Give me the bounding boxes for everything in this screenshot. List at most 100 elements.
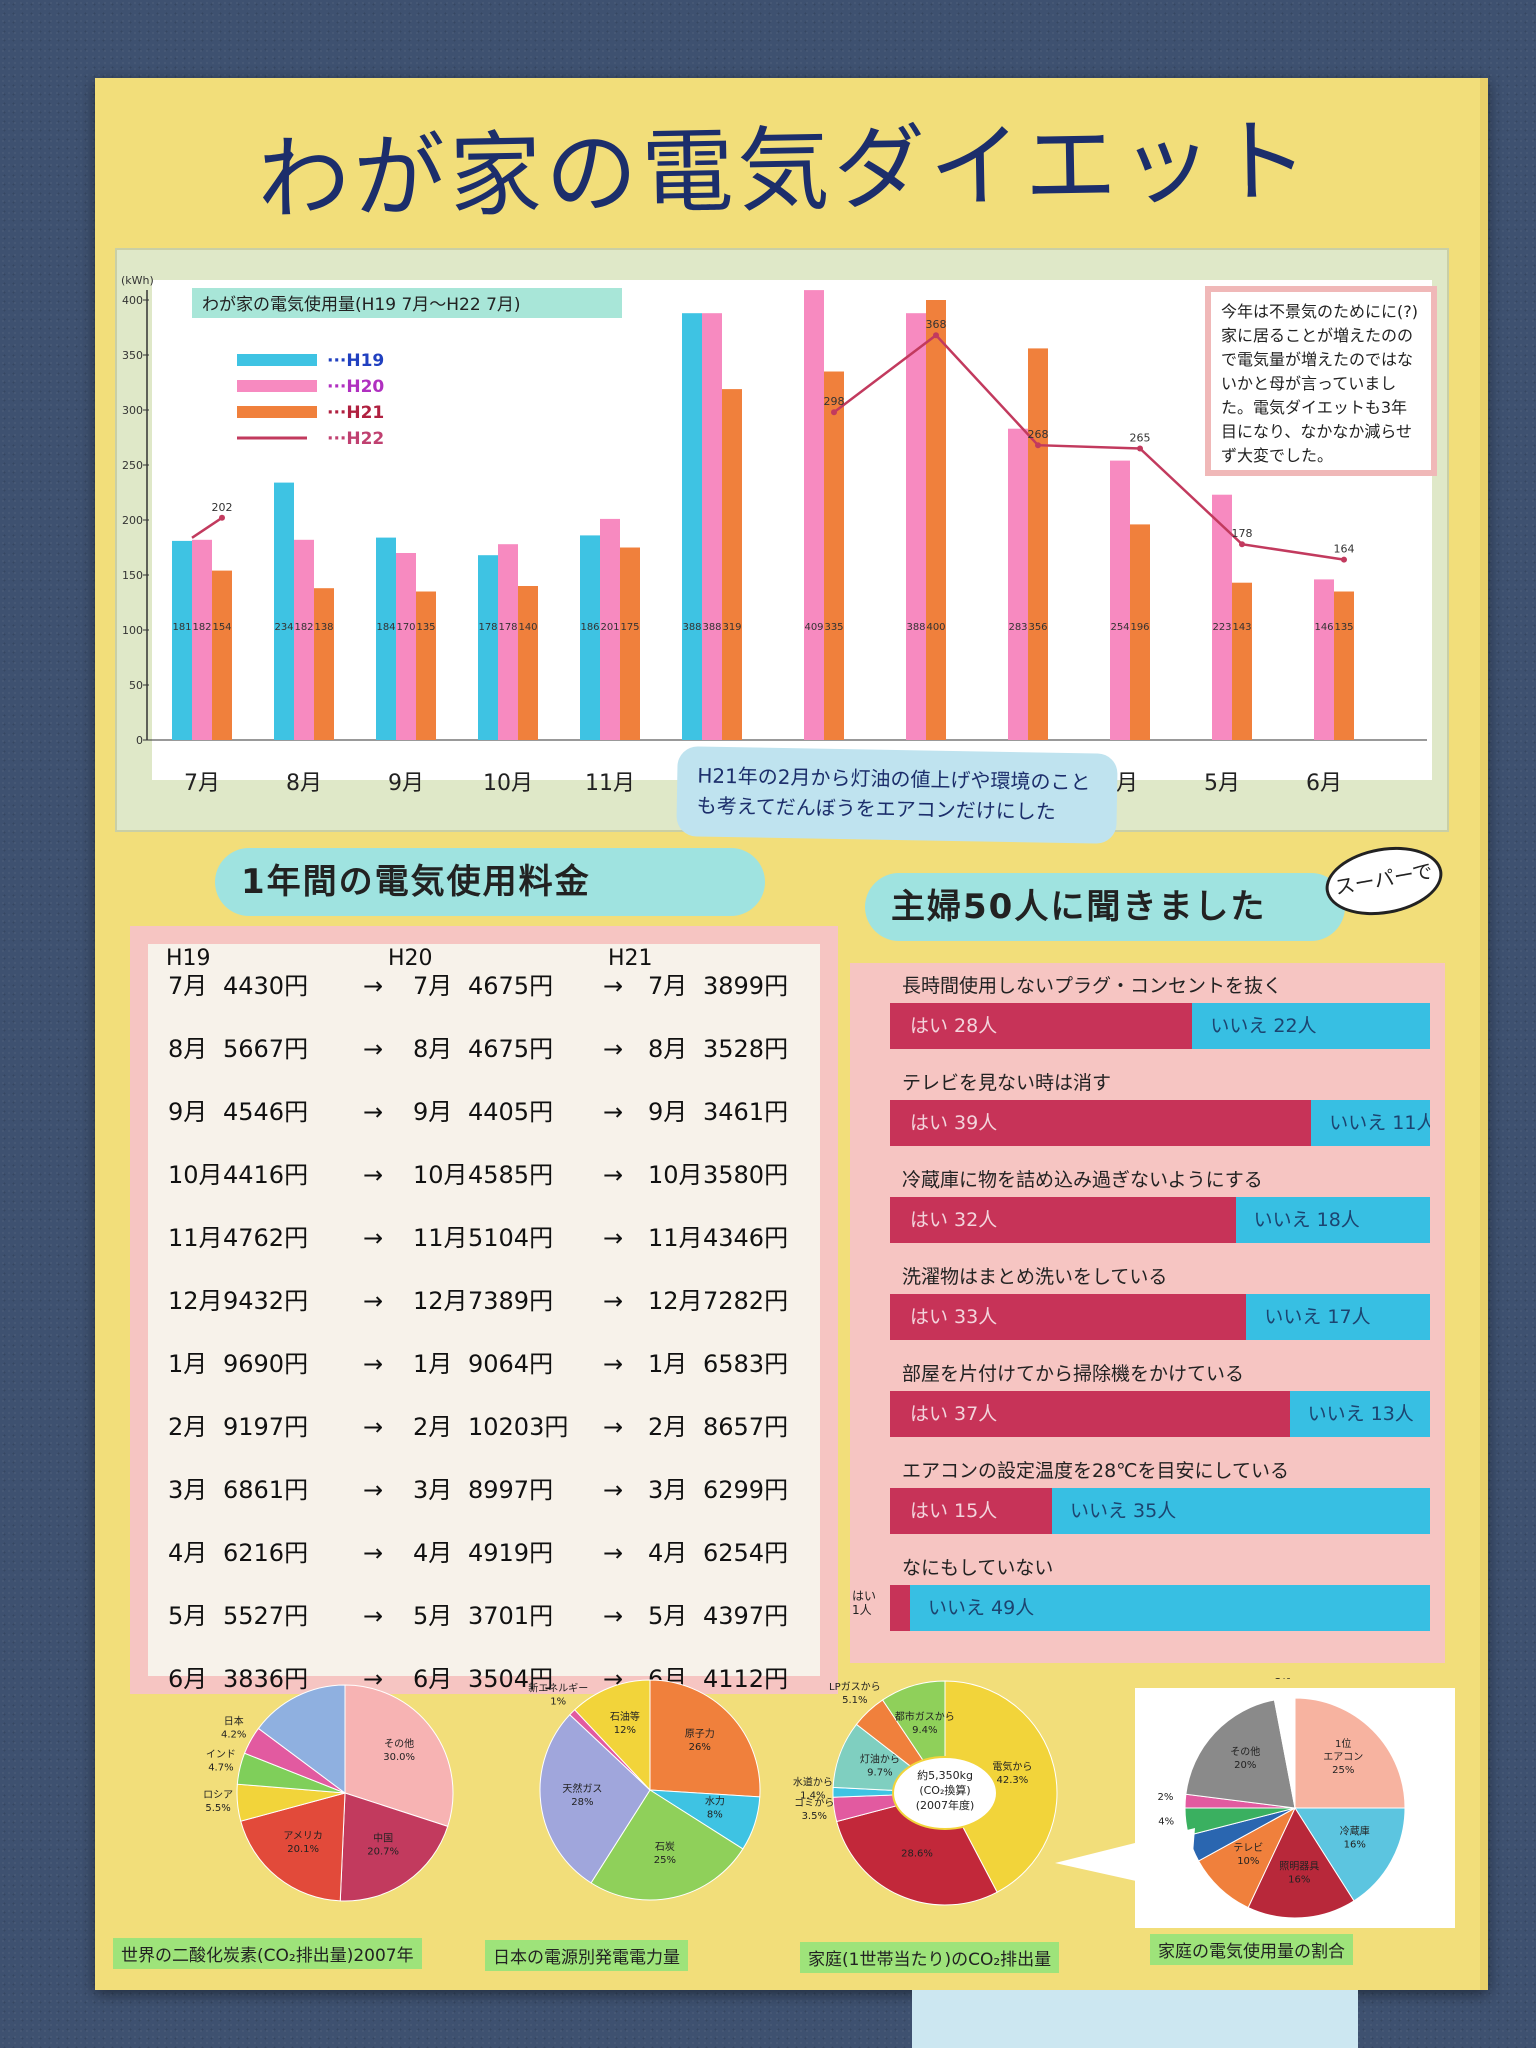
pie-charts: その他 30.0% 中国 20.7% アメリカ 20.1% ロシア 5.5% インド 4.7% 日本…: [203, 1671, 1455, 1928]
pie-slice-label: 4%: [1158, 1816, 1174, 1827]
fees-heading: 1年間の電気使用料金: [215, 848, 765, 916]
pie-slice-label: 中国: [373, 1832, 393, 1845]
fees-arrow: →: [363, 1413, 384, 1441]
survey-bar-yes: はい 28人: [890, 1003, 1193, 1049]
fees-value-h19: 4546円: [223, 1098, 309, 1126]
y-tick-label: 250: [122, 459, 143, 472]
fees-value-h20: 4675円: [468, 972, 554, 1000]
bar-label-H20-10月: 178: [498, 622, 517, 633]
pie-slice-label: 1.4%: [800, 1791, 825, 1802]
y-tick-label: 300: [122, 404, 143, 417]
pie-caption-japan-power: 日本の電源別発電電力量: [485, 1940, 688, 1971]
bar-H20-6月: [1314, 579, 1334, 740]
chart-title-bg: [192, 288, 622, 318]
bar-label-H21-8月: 138: [314, 622, 333, 633]
fees-month-h19: 3月: [168, 1476, 208, 1504]
bar-H19-11月: [580, 535, 600, 740]
fees-arrow: →: [603, 1035, 624, 1063]
bar-label-H20-2月: 388: [906, 622, 925, 633]
pie-slice-label: テレビ: [1233, 1842, 1263, 1854]
fees-arrow: →: [363, 1287, 384, 1315]
pie-slice-label: 10%: [1237, 1856, 1259, 1867]
point-label-H22-1月: 298: [824, 395, 845, 408]
fees-month-h20: 3月: [413, 1476, 453, 1504]
fees-arrow: →: [363, 1035, 384, 1063]
pie-link-wedge: [1055, 1828, 1195, 1893]
pie-slice-label: 2%: [1158, 1792, 1174, 1803]
fees-row: 3月 6861円 → 3月 8997円 → 3月 6299円: [148, 1470, 820, 1510]
poster-title: わが家の電気ダイエット: [256, 107, 1314, 234]
fees-row: 7月 4430円 → 7月 4675円 → 7月 3899円: [148, 966, 820, 1006]
bar-H19-12月: [682, 313, 702, 740]
fees-value-h21: 6583円: [703, 1350, 789, 1378]
point-H22-6月: [1341, 556, 1347, 563]
fees-arrow: →: [603, 1161, 624, 1189]
bar-label-H21-12月: 319: [722, 622, 741, 633]
pie-charts-area: その他 30.0% 中国 20.7% アメリカ 20.1% ロシア 5.5% インド 4.7% 日本…: [95, 1671, 1480, 1990]
fees-value-h20: 4405円: [468, 1098, 554, 1126]
fees-value-h19: 6216円: [223, 1539, 309, 1567]
fees-value-h19: 6861円: [223, 1476, 309, 1504]
bar-label-H20-11月: 201: [600, 622, 619, 633]
fees-arrow: →: [603, 1098, 624, 1126]
y-axis-unit: (kWh): [121, 274, 154, 287]
fees-value-h20: 4919円: [468, 1539, 554, 1567]
pie-center-label: (CO₂換算): [919, 1783, 970, 1797]
pie-slice-label: 42.3%: [997, 1775, 1029, 1786]
pie-slice-label: アメリカ: [283, 1830, 323, 1842]
fees-arrow: →: [363, 1098, 384, 1126]
fees-month-h21: 3月: [648, 1476, 688, 1504]
bar-H21-4月: [1130, 524, 1150, 740]
fees-month-h19: 12月: [168, 1287, 223, 1315]
fees-value-h21: 7282円: [703, 1287, 789, 1315]
fees-arrow: →: [363, 1161, 384, 1189]
fees-value-h20: 3701円: [468, 1602, 554, 1630]
point-label-H22-6月: 164: [1334, 543, 1355, 556]
fees-value-h20: 4675円: [468, 1035, 554, 1063]
pie-slice-label: 5.5%: [205, 1803, 230, 1814]
x-tick-label: 5月: [1204, 771, 1240, 796]
fees-value-h19: 9690円: [223, 1350, 309, 1378]
x-tick-label: 9月: [388, 771, 424, 796]
pie-slice-label: 照明器具: [1279, 1861, 1319, 1873]
x-tick-label: 8月: [286, 771, 322, 796]
pie-slice-中国: [339, 1792, 449, 1902]
bar-H21-8月: [314, 588, 334, 740]
fees-value-h21: 6254円: [703, 1539, 789, 1567]
pie-slice-label: 25%: [654, 1855, 676, 1866]
pie-slice-天然ガス: [539, 1713, 651, 1884]
bar-label-H20-7月: 182: [192, 622, 211, 633]
fees-month-h21: 5月: [648, 1602, 688, 1630]
fees-value-h19: 4416円: [223, 1161, 309, 1189]
survey-bar: はい 15人 いいえ 35人: [890, 1488, 1430, 1534]
bar-H20-1月: [804, 290, 824, 740]
bar-H20-9月: [396, 553, 416, 740]
pie-slice-label: 20%: [1234, 1760, 1256, 1771]
survey-question-text: テレビを見ない時は消す: [902, 1072, 1112, 1094]
fees-value-h19: 3836円: [223, 1665, 309, 1693]
bar-H21-11月: [620, 547, 640, 740]
pie-slice-label: 電気から: [992, 1760, 1032, 1773]
bar-H20-3月: [1008, 428, 1028, 740]
fees-value-h20: 10203円: [468, 1413, 569, 1441]
survey-bar-yes: [890, 1585, 910, 1631]
fees-month-h20: 6月: [413, 1665, 453, 1693]
point-label-H22-2月: 368: [926, 318, 947, 331]
survey-heading: 主婦50人に聞きました: [865, 873, 1345, 941]
pie-slice-label: ロシア: [203, 1790, 233, 1801]
legend-swatch-H21: [237, 406, 317, 418]
y-tick-label: 0: [136, 734, 143, 747]
fees-arrow: →: [603, 972, 624, 1000]
bar-label-H19-11月: 186: [580, 622, 599, 633]
pie-slice-その他: [344, 1684, 454, 1828]
bar-H20-7月: [192, 539, 212, 740]
pie-slice-label: 灯油から: [860, 1752, 900, 1765]
survey-bar-yes: はい 15人: [890, 1488, 1052, 1534]
fees-month-h19: 6月: [168, 1665, 208, 1693]
fees-arrow: →: [363, 1224, 384, 1252]
pie-center-label-bg: [892, 1756, 998, 1830]
survey-bar-yes: はい 37人: [890, 1391, 1290, 1437]
survey-question-text: 部屋を片付けてから掃除機をかけている: [902, 1363, 1245, 1385]
fees-month-h20: 10月: [413, 1161, 468, 1189]
survey-bar: はい 39人 いいえ 11人: [890, 1100, 1430, 1146]
